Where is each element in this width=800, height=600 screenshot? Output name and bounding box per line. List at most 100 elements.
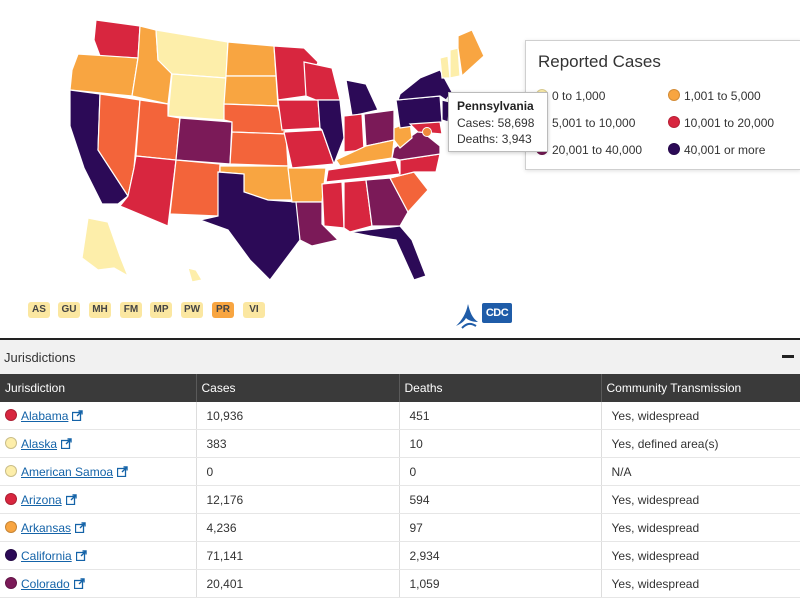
- state-georgia[interactable]: [365, 177, 409, 227]
- column-header-transmission[interactable]: Community Transmission: [601, 374, 800, 402]
- category-swatch: [5, 408, 17, 421]
- state-wyoming[interactable]: [167, 73, 227, 121]
- territory-button-gu[interactable]: GU: [58, 302, 80, 318]
- state-indiana[interactable]: [343, 113, 365, 153]
- deaths-cell: 594: [399, 485, 602, 514]
- tooltip-deaths: Deaths: 3,943: [457, 132, 532, 146]
- table-row: Arizona 12,176 594 Yes, widespread: [0, 485, 800, 514]
- jurisdiction-cell: Alaska: [0, 429, 197, 458]
- jurisdiction-cell: Colorado: [0, 569, 197, 598]
- section-title: Jurisdictions: [4, 350, 76, 365]
- us-map-area: Reported Cases 0 to 1,000 1,001 to 5,000…: [0, 0, 800, 329]
- state-maine[interactable]: [457, 29, 485, 78]
- cases-cell: 10,936: [196, 402, 400, 430]
- state-mississippi[interactable]: [321, 181, 345, 229]
- column-header-jurisdiction[interactable]: Jurisdiction: [0, 374, 197, 402]
- collapse-icon[interactable]: [782, 355, 794, 358]
- cdc-logo: CDC: [482, 303, 512, 323]
- external-link-icon[interactable]: [75, 549, 87, 561]
- state-louisiana[interactable]: [295, 201, 340, 247]
- table-row: American Samoa 0 0 N/A: [0, 457, 800, 486]
- legend-item: 20,001 to 40,000: [536, 143, 642, 157]
- jurisdiction-link[interactable]: Colorado: [21, 576, 70, 591]
- jurisdiction-link[interactable]: Arizona: [21, 492, 62, 507]
- external-link-icon[interactable]: [75, 521, 86, 533]
- territory-button-as[interactable]: AS: [28, 302, 50, 318]
- territory-button-mp[interactable]: MP: [150, 302, 172, 318]
- tooltip-marker: [422, 127, 432, 137]
- state-florida[interactable]: [349, 225, 427, 281]
- external-link-icon[interactable]: [117, 465, 128, 477]
- state-alabama[interactable]: [343, 179, 373, 233]
- cases-cell: 71,141: [196, 541, 400, 570]
- external-link-icon[interactable]: [61, 437, 72, 449]
- transmission-cell: Yes, widespread: [601, 402, 800, 430]
- state-texas[interactable]: [197, 171, 301, 281]
- territory-button-mh[interactable]: MH: [89, 302, 111, 318]
- deaths-cell: 97: [399, 513, 602, 542]
- tooltip-state-name: Pennsylvania: [457, 99, 534, 113]
- deaths-cell: 10: [399, 429, 602, 458]
- hhs-eagle-icon: [456, 304, 478, 329]
- state-new-mexico[interactable]: [169, 159, 221, 217]
- state-south-dakota[interactable]: [223, 75, 279, 107]
- state-kansas[interactable]: [229, 131, 289, 167]
- state-washington[interactable]: [93, 19, 141, 59]
- state-tooltip: Pennsylvania Cases: 58,698 Deaths: 3,943: [448, 92, 548, 152]
- us-choropleth-map[interactable]: [0, 0, 800, 300]
- legend-item: 5,001 to 10,000: [536, 116, 635, 130]
- external-link-icon[interactable]: [73, 577, 85, 589]
- territory-button-vi[interactable]: VI: [243, 302, 265, 318]
- table-row: Alaska 383 10 Yes, defined area(s): [0, 429, 800, 458]
- deaths-cell: 451: [399, 402, 602, 430]
- cases-cell: 383: [196, 429, 400, 458]
- category-swatch: [5, 464, 17, 477]
- jurisdiction-link[interactable]: Alaska: [21, 436, 58, 451]
- state-kentucky[interactable]: [335, 139, 395, 167]
- transmission-cell: Yes, widespread: [601, 569, 800, 598]
- state-colorado[interactable]: [175, 117, 233, 165]
- state-wisconsin[interactable]: [303, 61, 341, 101]
- legend-item: 10,001 to 20,000: [668, 116, 774, 130]
- table-header-row: Jurisdiction Cases Deaths Community Tran…: [0, 374, 800, 402]
- state-hawaii[interactable]: [187, 267, 203, 283]
- state-michigan[interactable]: [345, 79, 379, 117]
- territory-button-fm[interactable]: FM: [120, 302, 142, 318]
- table-row: Colorado 20,401 1,059 Yes, widespread: [0, 569, 800, 598]
- transmission-cell: Yes, widespread: [601, 541, 800, 570]
- legend-swatch: [668, 89, 680, 101]
- state-illinois[interactable]: [317, 99, 345, 166]
- external-link-icon[interactable]: [65, 493, 77, 505]
- state-oregon[interactable]: [69, 53, 139, 97]
- jurisdictions-section-header[interactable]: Jurisdictions: [0, 338, 800, 374]
- deaths-cell: 2,934: [399, 541, 602, 570]
- state-iowa[interactable]: [277, 99, 321, 131]
- tooltip-cases: Cases: 58,698: [457, 116, 535, 130]
- jurisdiction-link[interactable]: Alabama: [21, 408, 69, 423]
- deaths-cell: 1,059: [399, 569, 602, 598]
- legend-item: 1,001 to 5,000: [668, 89, 761, 103]
- state-arkansas[interactable]: [287, 167, 327, 203]
- table-row: Alabama 10,936 451 Yes, widespread: [0, 402, 800, 430]
- territory-button-pw[interactable]: PW: [181, 302, 203, 318]
- jurisdiction-link[interactable]: California: [21, 548, 72, 563]
- jurisdiction-cell: Alabama: [0, 402, 197, 430]
- jurisdictions-table-wrapper: Jurisdiction Cases Deaths Community Tran…: [0, 374, 800, 600]
- jurisdiction-cell: American Samoa: [0, 457, 197, 486]
- state-new-hampshire[interactable]: [449, 47, 461, 79]
- territory-button-pr[interactable]: PR: [212, 302, 234, 318]
- state-nebraska[interactable]: [223, 103, 287, 135]
- jurisdiction-link[interactable]: Arkansas: [21, 520, 72, 535]
- state-vermont[interactable]: [439, 55, 451, 79]
- map-legend: Reported Cases 0 to 1,000 1,001 to 5,000…: [525, 40, 800, 170]
- table-row: California 71,141 2,934 Yes, widespread: [0, 541, 800, 570]
- column-header-cases[interactable]: Cases: [196, 374, 400, 402]
- column-header-deaths[interactable]: Deaths: [399, 374, 602, 402]
- cases-cell: 0: [196, 457, 400, 486]
- jurisdiction-link[interactable]: American Samoa: [21, 464, 114, 479]
- external-link-icon[interactable]: [72, 409, 84, 421]
- category-swatch: [5, 576, 17, 589]
- state-alaska[interactable]: [81, 217, 130, 278]
- state-north-dakota[interactable]: [225, 41, 277, 77]
- cases-cell: 12,176: [196, 485, 400, 514]
